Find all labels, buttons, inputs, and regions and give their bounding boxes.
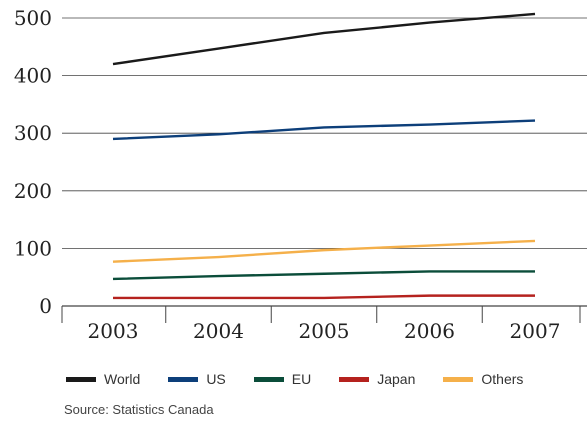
- x-tick-label: 2007: [510, 319, 561, 343]
- y-axis-ticks: 0 100 200 300 400 500: [14, 6, 52, 318]
- y-tick-label: 0: [39, 294, 52, 318]
- x-tick-label: 2004: [193, 319, 244, 343]
- legend-item-japan: Japan: [339, 371, 415, 387]
- series-line-us: [112, 119, 536, 141]
- legend-label: Others: [481, 371, 524, 387]
- source-note: Source: Statistics Canada: [64, 402, 214, 417]
- series-line-others: [112, 239, 536, 263]
- series-lines: [112, 12, 536, 300]
- legend-swatch: [168, 376, 199, 382]
- legend-label: World: [104, 371, 141, 387]
- series-line-world: [112, 12, 536, 66]
- legend-swatch: [66, 376, 96, 382]
- legend-label: Japan: [377, 371, 416, 387]
- series-line-japan: [113, 294, 535, 300]
- x-tick-label: 2003: [88, 319, 139, 343]
- legend-item-world: World: [66, 371, 140, 387]
- legend-item-eu: EU: [253, 371, 312, 387]
- y-tick-label: 300: [14, 121, 52, 145]
- legend-item-us: US: [168, 371, 226, 387]
- legend-label: US: [206, 371, 226, 387]
- y-tick-label: 400: [14, 64, 52, 88]
- y-tick-label: 100: [14, 236, 52, 260]
- x-tick-label: 2005: [299, 319, 350, 343]
- gridlines: [62, 17, 587, 307]
- series-line-eu: [112, 270, 535, 281]
- legend-swatch: [443, 376, 474, 382]
- x-axis-ticks: 2003 2004 2005 2006 2007: [61, 306, 581, 343]
- legend-swatch: [339, 376, 370, 382]
- legend-label: EU: [291, 371, 312, 387]
- legend-swatch: [253, 376, 284, 382]
- x-tick-label: 2006: [404, 319, 455, 343]
- legend-item-others: Others: [443, 371, 523, 387]
- legend: World US EU Japan Others: [66, 371, 551, 387]
- y-tick-label: 200: [14, 179, 52, 203]
- y-tick-label: 500: [14, 6, 52, 30]
